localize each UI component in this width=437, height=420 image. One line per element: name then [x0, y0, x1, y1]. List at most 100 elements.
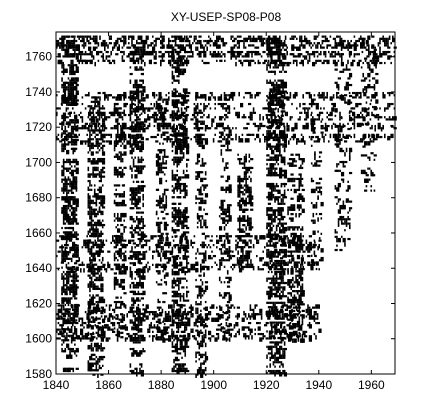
- heatmap-cell: [274, 271, 277, 275]
- heatmap-cell: [362, 80, 365, 82]
- heatmap-cell: [183, 58, 185, 60]
- heatmap-cell: [321, 187, 323, 189]
- heatmap-cell: [249, 266, 252, 268]
- heatmap-cell: [76, 40, 78, 42]
- heatmap-cell: [274, 198, 276, 202]
- heatmap-cell: [76, 293, 78, 295]
- heatmap-cell: [269, 242, 271, 246]
- heatmap-cell: [238, 53, 241, 55]
- heatmap-cell: [115, 53, 118, 55]
- heatmap-cell: [165, 51, 167, 53]
- heatmap-cell: [181, 159, 183, 161]
- heatmap-cell: [173, 304, 175, 308]
- heatmap-cell: [321, 132, 324, 134]
- heatmap-cell: [100, 173, 102, 175]
- heatmap-cell: [350, 40, 352, 42]
- heatmap-cell: [181, 36, 183, 38]
- heatmap-cell: [367, 86, 369, 88]
- heatmap-cell: [156, 156, 158, 158]
- heatmap-cell: [205, 193, 208, 197]
- heatmap-cell: [64, 126, 66, 128]
- heatmap-cell: [136, 339, 139, 341]
- heatmap-cell: [242, 162, 244, 164]
- heatmap-cell: [138, 273, 141, 275]
- heatmap-cell: [161, 279, 163, 281]
- heatmap-cell: [165, 213, 168, 215]
- heatmap-cell: [88, 129, 90, 131]
- heatmap-cell: [277, 146, 280, 148]
- heatmap-cell: [312, 51, 315, 55]
- heatmap-cell: [63, 165, 65, 167]
- heatmap-cell: [343, 238, 346, 242]
- heatmap-cell: [200, 341, 203, 343]
- heatmap-cell: [114, 202, 116, 204]
- heatmap-cell: [165, 167, 167, 169]
- heatmap-cell: [289, 332, 292, 334]
- heatmap-cell: [136, 51, 139, 53]
- heatmap-cell: [295, 275, 297, 279]
- heatmap-cell: [136, 80, 138, 82]
- heatmap-cell: [117, 40, 119, 42]
- heatmap-cell: [68, 201, 71, 205]
- heatmap-cell: [184, 214, 186, 216]
- heatmap-cell: [225, 233, 228, 235]
- heatmap-cell: [178, 47, 181, 49]
- heatmap-cell: [117, 158, 119, 160]
- heatmap-cell: [139, 170, 142, 174]
- heatmap-cell: [130, 322, 132, 324]
- heatmap-cell: [195, 195, 197, 197]
- heatmap-cell: [88, 160, 91, 162]
- heatmap-cell: [287, 239, 289, 241]
- heatmap-cell: [134, 278, 136, 280]
- heatmap-cell: [271, 214, 273, 218]
- heatmap-cell: [227, 206, 230, 208]
- heatmap-cell: [275, 38, 277, 40]
- heatmap-cell: [156, 101, 158, 105]
- heatmap-cell: [89, 281, 92, 285]
- heatmap-cell: [133, 126, 135, 128]
- heatmap-cell: [68, 207, 70, 209]
- heatmap-cell: [120, 224, 123, 226]
- heatmap-cell: [102, 299, 105, 301]
- heatmap-cell: [216, 53, 218, 55]
- heatmap-cell: [150, 42, 152, 46]
- heatmap-cell: [175, 212, 177, 214]
- heatmap-cell: [198, 345, 200, 349]
- heatmap-cell: [281, 348, 283, 350]
- heatmap-cell: [100, 176, 102, 180]
- heatmap-cell: [200, 294, 202, 298]
- heatmap-cell: [280, 44, 283, 46]
- heatmap-cell: [99, 129, 102, 133]
- heatmap-cell: [117, 173, 120, 175]
- heatmap-cell: [290, 292, 292, 296]
- heatmap-cell: [300, 237, 302, 239]
- heatmap-cell: [159, 237, 162, 239]
- heatmap-cell: [321, 202, 324, 206]
- heatmap-cell: [184, 36, 186, 40]
- heatmap-cell: [64, 148, 66, 150]
- heatmap-cell: [152, 42, 154, 44]
- heatmap-cell: [349, 51, 352, 53]
- heatmap-cell: [89, 264, 91, 266]
- heatmap-cell: [180, 69, 182, 71]
- heatmap-cell: [157, 226, 160, 228]
- heatmap-cell: [152, 36, 154, 38]
- heatmap-cell: [274, 130, 276, 132]
- heatmap-cell: [102, 347, 105, 349]
- heatmap-cell: [390, 42, 392, 44]
- heatmap-cell: [178, 271, 180, 275]
- heatmap-cell: [195, 198, 198, 200]
- heatmap-cell: [294, 178, 296, 180]
- heatmap-cell: [302, 209, 305, 213]
- heatmap-cell: [300, 228, 303, 230]
- heatmap-cell: [222, 246, 224, 248]
- heatmap-cell: [139, 278, 141, 282]
- heatmap-cell: [284, 196, 287, 198]
- heatmap-cell: [279, 143, 282, 145]
- heatmap-cell: [183, 130, 185, 132]
- heatmap-cell: [139, 91, 142, 93]
- heatmap-cell: [262, 38, 265, 40]
- heatmap-cell: [146, 40, 148, 42]
- heatmap-cell: [325, 36, 327, 38]
- heatmap-cell: [72, 212, 75, 214]
